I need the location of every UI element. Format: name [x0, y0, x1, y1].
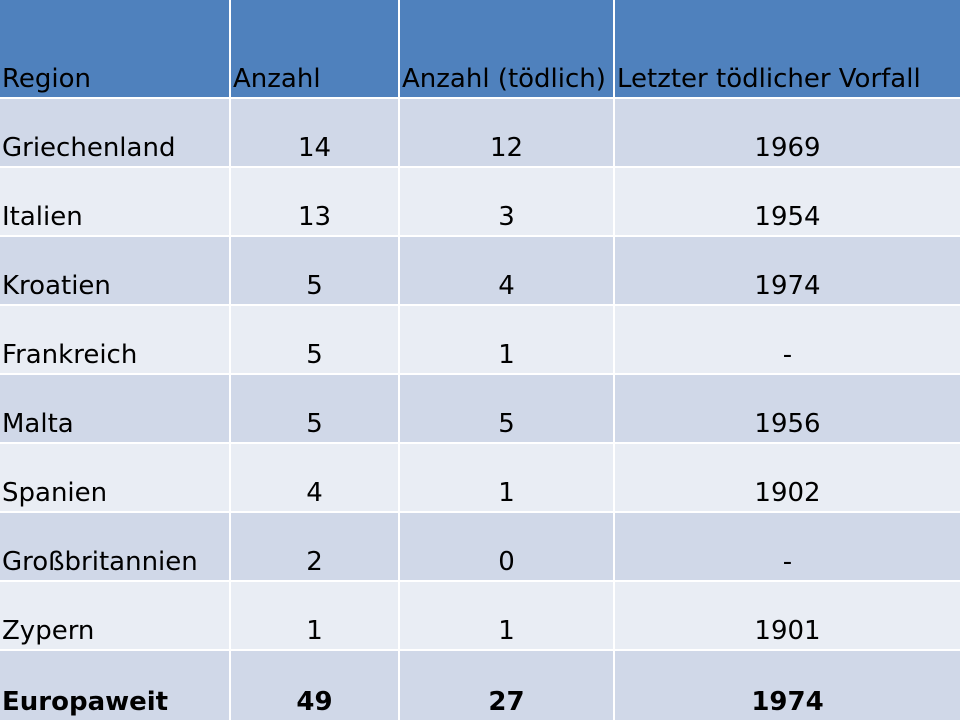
cell-count: 2	[231, 513, 400, 580]
cell-count-fatal: 1	[400, 306, 615, 373]
cell-count: 14	[231, 99, 400, 166]
cell-last-fatal: -	[782, 547, 793, 577]
cell-count-fatal: 4	[400, 237, 615, 304]
cell-last-fatal: 1969	[754, 133, 821, 163]
cell-count: 5	[231, 306, 400, 373]
cell-count: 5	[231, 375, 400, 442]
cell-last-fatal: 1974	[754, 271, 821, 301]
cell-count-fatal: 12	[400, 99, 615, 166]
cell-region: Italien	[0, 168, 231, 235]
cell-region: Spanien	[0, 444, 231, 511]
total-count: 49	[231, 651, 400, 720]
cell-region: Großbritannien	[0, 513, 231, 580]
cell-region: Kroatien	[0, 237, 231, 304]
total-last-fatal: 1974	[751, 687, 824, 717]
cell-count: 13	[231, 168, 400, 235]
cell-count-fatal: 5	[400, 375, 615, 442]
header-count: Anzahl	[231, 0, 400, 97]
cell-count: 4	[231, 444, 400, 511]
total-region: Europaweit	[0, 651, 231, 720]
table-header-row: Region Anzahl Anzahl (tödlich) Letzter t…	[0, 0, 960, 99]
table-row: Kroatien 5 4 1974	[0, 237, 960, 306]
cell-count-fatal: 3	[400, 168, 615, 235]
table-row: Malta 5 5 1956	[0, 375, 960, 444]
cell-region: Frankreich	[0, 306, 231, 373]
cell-last-fatal: 1954	[754, 202, 821, 232]
cell-count: 1	[231, 582, 400, 649]
header-region: Region	[0, 0, 231, 97]
cell-region: Malta	[0, 375, 231, 442]
header-count-fatal: Anzahl (tödlich)	[400, 0, 615, 97]
cell-count-fatal: 1	[400, 582, 615, 649]
table-row: Großbritannien 2 0 -	[0, 513, 960, 582]
table-row: Frankreich 5 1 -	[0, 306, 960, 375]
cell-count-fatal: 0	[400, 513, 615, 580]
table-row: Italien 13 3 1954	[0, 168, 960, 237]
total-count-fatal: 27	[400, 651, 615, 720]
table-row: Spanien 4 1 1902	[0, 444, 960, 513]
cell-region: Griechenland	[0, 99, 231, 166]
header-last-fatal: Letzter tödlicher Vorfall	[617, 64, 921, 94]
cell-count-fatal: 1	[400, 444, 615, 511]
cell-last-fatal: 1901	[754, 616, 821, 646]
table-row: Griechenland 14 12 1969	[0, 99, 960, 168]
cell-count: 5	[231, 237, 400, 304]
table-total-row: Europaweit 49 27 1974	[0, 651, 960, 720]
cell-last-fatal: 1956	[754, 409, 821, 439]
cell-region: Zypern	[0, 582, 231, 649]
cell-last-fatal: 1902	[754, 478, 821, 508]
cell-last-fatal: -	[782, 340, 793, 370]
table-row: Zypern 1 1 1901	[0, 582, 960, 651]
